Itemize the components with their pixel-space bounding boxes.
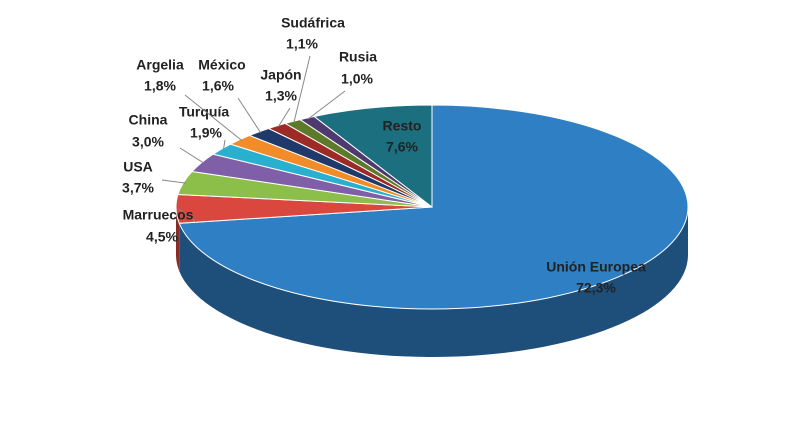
slice-label: Sudáfrica	[281, 15, 345, 31]
value-label: 1,1%	[286, 36, 318, 52]
slice-label: México	[198, 57, 245, 73]
leader-line	[161, 179, 186, 184]
value-label: 1,8%	[144, 78, 176, 94]
slice-label: Japón	[260, 67, 301, 83]
slice	[178, 104, 689, 310]
slice-label: Argelia	[136, 57, 184, 73]
value-label: 7,6%	[386, 139, 418, 155]
slice-label: Unión Europea	[546, 259, 646, 275]
leader-line	[222, 139, 226, 150]
value-label: 1,3%	[265, 88, 297, 104]
slice-label: USA	[123, 159, 153, 175]
leader-line	[184, 94, 242, 141]
leader-line	[293, 55, 311, 123]
slice	[312, 104, 433, 209]
slice-label: Resto	[383, 118, 422, 134]
slice-label: Marruecos	[123, 207, 194, 223]
value-label: 4,5%	[146, 229, 178, 245]
value-label: 1,9%	[190, 125, 222, 141]
slice-label: Rusia	[339, 49, 377, 65]
leader-line	[179, 147, 205, 164]
leader-line	[237, 97, 261, 133]
slice-label: China	[129, 112, 168, 128]
leader-line	[277, 107, 291, 127]
slice-label: Turquía	[179, 104, 230, 120]
value-label: 3,7%	[122, 180, 154, 196]
value-label: 1,6%	[202, 78, 234, 94]
value-label: 3,0%	[132, 134, 164, 150]
leader-line	[178, 208, 197, 223]
leader-line	[307, 90, 346, 120]
value-label: 72,3%	[576, 280, 616, 296]
value-label: 1,0%	[341, 71, 373, 87]
slice-side	[176, 207, 180, 272]
slice-side	[179, 207, 688, 357]
